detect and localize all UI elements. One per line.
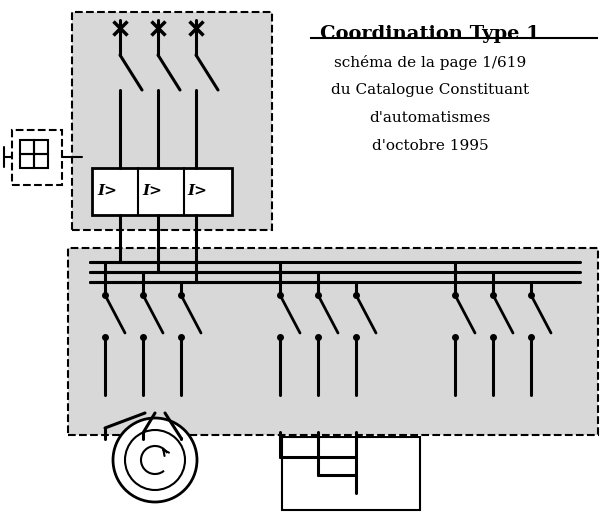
- Bar: [282, 437, 420, 510]
- Text: I>: I>: [142, 184, 162, 198]
- Bar: [20, 154, 34, 168]
- Text: I>: I>: [187, 184, 207, 198]
- Text: schéma de la page 1/619: schéma de la page 1/619: [334, 55, 526, 70]
- Bar: [72, 12, 272, 230]
- Bar: [20, 140, 34, 154]
- Circle shape: [113, 418, 197, 502]
- Bar: [12, 130, 62, 185]
- Text: du Catalogue Constituant: du Catalogue Constituant: [331, 83, 529, 97]
- Text: I>: I>: [97, 184, 117, 198]
- Text: d'automatismes: d'automatismes: [370, 111, 491, 125]
- Circle shape: [125, 430, 185, 490]
- Bar: [34, 140, 48, 154]
- Bar: [34, 154, 48, 168]
- Bar: [68, 248, 598, 435]
- Text: Coordination Type 1: Coordination Type 1: [320, 25, 540, 43]
- Bar: [92, 168, 232, 215]
- Text: d'octobre 1995: d'octobre 1995: [371, 139, 488, 153]
